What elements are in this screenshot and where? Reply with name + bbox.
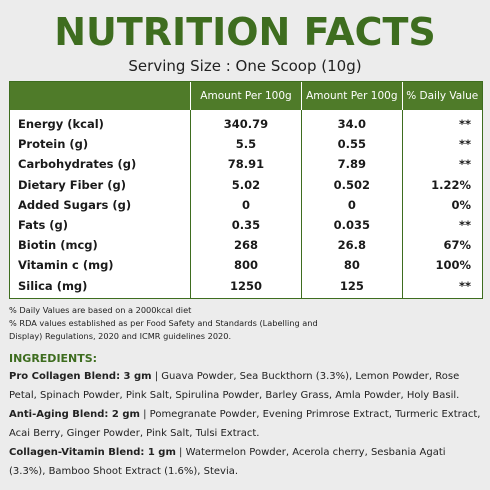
table-body: Energy (kcal) Protein (g) Carbohydrates (g…: [10, 110, 482, 298]
blend-text: | Watermelon Powder, Acerola cherry, Ses…: [175, 447, 446, 458]
blend-name: Pro Collagen Blend: 3 gm: [9, 371, 152, 382]
table-cell-name: Silica (mg): [18, 278, 88, 293]
header-amount-per-100g: Amount Per 100g: [189, 82, 301, 110]
table-cell-per100: 800: [233, 258, 258, 273]
table-cell-per100: 268: [233, 238, 258, 253]
table-cell-per100: 5.02: [231, 177, 261, 192]
table-cell-dv: **: [458, 157, 471, 172]
note-line: Display) Regulations, 2020 and ICMR guid…: [9, 331, 232, 341]
table-cell-name: Protein (g): [18, 137, 89, 152]
table-cell-per100: 340.79: [223, 117, 269, 131]
table-cell-name: Carbohydrates (g): [18, 157, 137, 172]
table-cell-perServe: 0.502: [333, 177, 371, 192]
table-cell-dv: 100%: [435, 258, 471, 273]
table-cell-name: Dietary Fiber (g): [18, 177, 126, 192]
table-cell-dv: **: [458, 278, 471, 293]
table-cell-name: Biotin (mcg): [18, 238, 98, 253]
nutrient-column: Energy (kcal) Protein (g) Carbohydrates (g…: [10, 110, 190, 298]
table-cell-name: Energy (kcal): [18, 117, 104, 131]
table-cell-per100: 0.35: [231, 217, 261, 232]
table-cell-per100: 78.91: [227, 157, 265, 172]
page-title: NUTRITION FACTS: [54, 10, 436, 54]
table-cell-dv: 67%: [443, 238, 471, 253]
blend-pro-collagen: Pro Collagen Blend: 3 gm | Guava Powder,…: [9, 367, 483, 405]
nutrition-table: Amount Per 100g Amount Per 100g % Daily …: [9, 81, 483, 299]
table-cell-dv: 0%: [451, 197, 471, 212]
table-cell-perServe: 0.035: [333, 217, 371, 232]
per-serving-column: 34.0 0.55 7.89 0.502 0 0.035 26.8 80 125: [301, 110, 401, 298]
table-cell-perServe: 0: [347, 197, 356, 212]
table-cell-name: Added Sugars (g): [18, 197, 132, 212]
blend-text: | Guava Powder, Sea Buckthorn (3.3%), Le…: [151, 371, 460, 382]
blend-name: Anti-Aging Blend: 2 gm: [9, 409, 140, 420]
header-daily-value: % Daily Value: [401, 82, 482, 110]
table-header: Amount Per 100g Amount Per 100g % Daily …: [10, 82, 482, 110]
header-amount-per-serving: Amount Per 100g: [301, 82, 401, 110]
header-nutrient: [10, 82, 190, 110]
blend-text: Acai Berry, Ginger Powder, Pink Salt, Tu…: [9, 428, 260, 439]
table-cell-dv: 1.22%: [431, 177, 471, 192]
table-cell-per100: 5.5: [235, 137, 257, 152]
blend-text: (3.3%), Bamboo Shoot Extract (1.6%), Ste…: [9, 466, 239, 477]
table-cell-per100: 1250: [229, 278, 262, 293]
table-cell-perServe: 26.8: [337, 238, 366, 253]
table-cell-per100: 0: [241, 197, 250, 212]
table-cell-perServe: 80: [343, 258, 360, 273]
serving-size: Serving Size : One Scoop (10g): [128, 57, 362, 75]
table-cell-perServe: 0.55: [337, 137, 366, 152]
table-cell-dv: **: [458, 117, 471, 131]
table-cell-name: Fats (g): [18, 217, 69, 232]
blend-text: Petal, Spinach Powder, Pink Salt, Spirul…: [9, 390, 460, 401]
blend-text: | Pomegranate Powder, Evening Primrose E…: [139, 409, 481, 420]
table-cell-dv: **: [458, 217, 471, 232]
table-cell-dv: **: [458, 137, 471, 152]
ingredients-heading: INGREDIENTS:: [9, 352, 98, 365]
table-cell-name: Vitamin c (mg): [18, 258, 114, 273]
note-line: % RDA values established as per Food Saf…: [9, 318, 318, 328]
table-cell-perServe: 125: [339, 278, 364, 293]
blend-anti-aging: Anti-Aging Blend: 2 gm | Pomegranate Pow…: [9, 405, 483, 443]
table-cell-perServe: 7.89: [337, 157, 366, 172]
table-cell-perServe: 34.0: [337, 117, 366, 131]
per-100g-column: 340.79 5.5 78.91 5.02 0 0.35 268 800 1250: [189, 110, 301, 298]
blend-name: Collagen-Vitamin Blend: 1 gm: [9, 447, 176, 458]
note-line: % Daily Values are based on a 2000kcal d…: [9, 305, 192, 315]
blend-collagen-vitamin: Collagen-Vitamin Blend: 1 gm | Watermelo…: [9, 443, 483, 481]
daily-value-column: ** ** ** 1.22% 0% ** 67% 100% **: [401, 110, 482, 298]
